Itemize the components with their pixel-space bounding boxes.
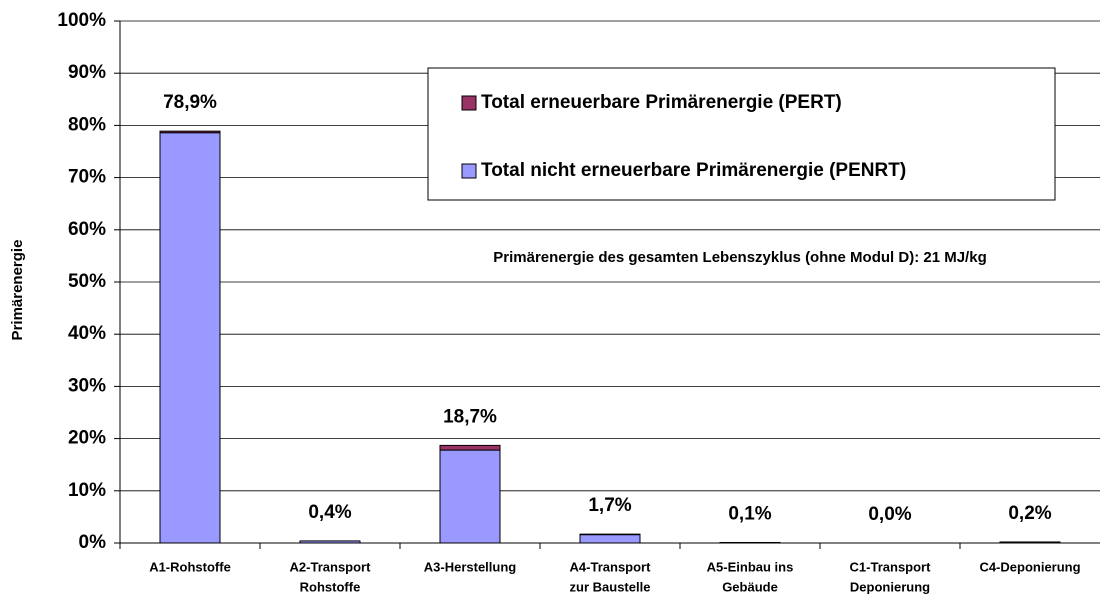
y-tick-label: 10% bbox=[68, 480, 106, 501]
x-tick-label: C4-Deponierung bbox=[979, 559, 1080, 574]
annotation: Primärenergie des gesamten Lebenszyklus … bbox=[493, 249, 986, 266]
x-tick-label: A3-Herstellung bbox=[424, 559, 517, 574]
value-label: 78,9% bbox=[163, 92, 217, 113]
y-tick-label: 60% bbox=[68, 219, 106, 240]
y-tick-label: 40% bbox=[68, 323, 106, 344]
x-tick-label: A4-Transport bbox=[570, 559, 652, 574]
bar-segment bbox=[999, 541, 1061, 544]
legend-box bbox=[427, 67, 1056, 201]
x-tick-label: C1-Transport bbox=[850, 559, 932, 574]
x-tick-label: zur Baustelle bbox=[570, 579, 651, 594]
bar-segment bbox=[439, 449, 501, 544]
value-label: 0,2% bbox=[1008, 503, 1051, 524]
legend-swatch bbox=[461, 163, 477, 179]
value-label: 0,4% bbox=[308, 502, 351, 523]
legend-label: Total nicht erneuerbare Primärenergie (P… bbox=[481, 160, 906, 181]
y-tick-label: 50% bbox=[68, 271, 106, 292]
x-tick-label: A2-Transport bbox=[290, 559, 372, 574]
y-tick-label: 70% bbox=[68, 167, 106, 188]
bar-segment bbox=[159, 132, 221, 544]
y-tick-label: 80% bbox=[68, 114, 106, 135]
bar-segment bbox=[159, 130, 221, 134]
bar-segment bbox=[299, 540, 361, 544]
x-tick-label: A5-Einbau ins bbox=[707, 559, 794, 574]
y-tick-label: 90% bbox=[68, 62, 106, 83]
value-label: 1,7% bbox=[588, 495, 631, 516]
y-tick-label: 100% bbox=[57, 10, 106, 31]
y-tick-label: 20% bbox=[68, 428, 106, 449]
x-tick-label: Rohstoffe bbox=[300, 579, 361, 594]
bar-segment bbox=[579, 534, 641, 544]
y-axis-label: Primärenergie bbox=[9, 240, 26, 341]
value-label: 0,1% bbox=[728, 503, 771, 524]
value-label: 18,7% bbox=[443, 406, 497, 427]
x-tick-label: Gebäude bbox=[722, 579, 778, 594]
legend-label: Total erneuerbare Primärenergie (PERT) bbox=[481, 92, 842, 113]
x-tick-label: Deponierung bbox=[850, 579, 930, 594]
legend-swatch bbox=[461, 95, 477, 111]
y-tick-label: 0% bbox=[79, 532, 107, 553]
x-tick-label: A1-Rohstoffe bbox=[149, 559, 231, 574]
bar-segment bbox=[439, 444, 501, 451]
y-tick-label: 30% bbox=[68, 375, 106, 396]
bar-segment bbox=[579, 533, 641, 536]
value-label: 0,0% bbox=[868, 504, 911, 525]
bar-segment bbox=[719, 541, 781, 544]
